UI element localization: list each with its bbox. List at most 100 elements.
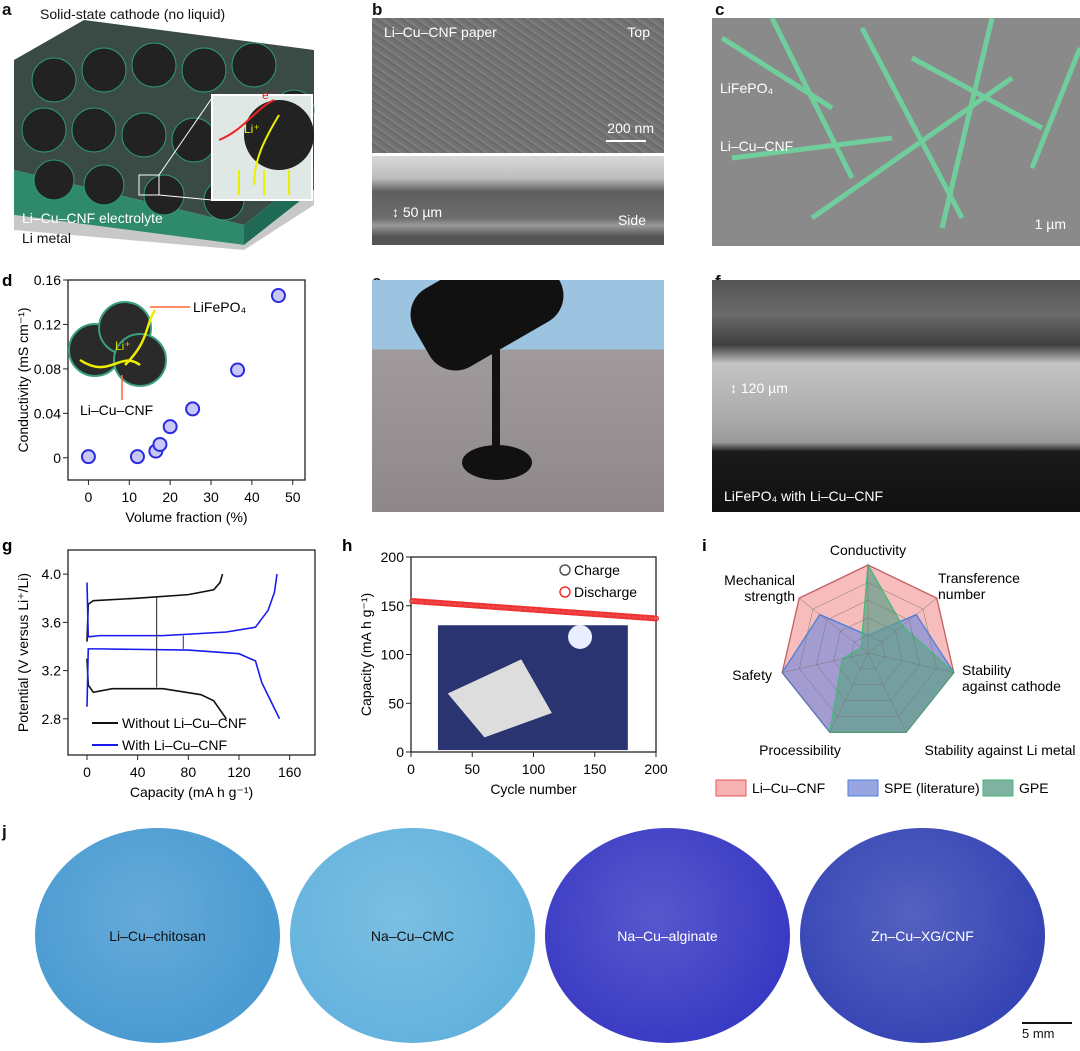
legend-label: SPE (literature) (884, 780, 980, 796)
sem-top-image: Li–Cu–CNF paper Top 200 nm (372, 18, 664, 153)
cathode-title: Solid-state cathode (no liquid) (40, 6, 226, 22)
membrane-disc: Zn–Cu–XG/CNF (800, 828, 1045, 1043)
y-tick-label: 150 (381, 598, 405, 614)
y-tick-label: 200 (381, 549, 405, 565)
y-tick-label: 0.16 (34, 272, 61, 288)
radar-axis-label: number (938, 586, 986, 602)
y-axis-label: Conductivity (mS cm⁻¹) (15, 307, 31, 452)
membrane-disc: Na–Cu–alginate (545, 828, 790, 1043)
chart-g: g 0 40 80 120 160 2.8 3.2 3.6 4.0 Capacity (mA h g… (2, 536, 316, 800)
radar-axis-label: Transference (938, 570, 1020, 586)
panel-label-c: c (715, 0, 725, 19)
y-tick-label: 0.08 (34, 361, 61, 377)
y-axis-label: Potential (V versus Li⁺/Li) (15, 573, 31, 732)
data-point (230, 362, 246, 378)
x-tick-label: 50 (285, 489, 301, 505)
disc-label: Zn–Cu–XG/CNF (871, 927, 974, 944)
x-tick-label: 20 (162, 489, 178, 505)
radar-axis-label: strength (744, 588, 795, 604)
slurry-photo (372, 280, 664, 512)
y-tick-label: 100 (381, 647, 405, 663)
radar-grid (799, 582, 937, 717)
plot-frame (67, 279, 306, 481)
x-axis-label: Capacity (mA h g⁻¹) (130, 784, 253, 800)
y-tick-label: 50 (388, 695, 404, 711)
fibre-overlay (720, 18, 1080, 229)
lfp-annotation: LiFePO₄ (193, 299, 246, 315)
radar-axis-label: Processibility (759, 742, 841, 758)
x-tick-label: 120 (227, 764, 251, 780)
legend-label: GPE (1019, 780, 1049, 796)
y-tick-label: 3.2 (42, 663, 62, 679)
y-tick-label: 3.6 (42, 614, 62, 630)
panel-label-a: a (2, 0, 12, 19)
radar-spoke (867, 652, 954, 673)
membrane-disc: Na–Cu–CMC (290, 828, 535, 1043)
legend-swatch (715, 779, 747, 797)
thickness-label: ↕ 50 µm (392, 204, 443, 220)
data-point (270, 288, 286, 304)
x-tick-label: 160 (278, 764, 302, 780)
chart-h: h 0 50 100 150 200 0 50 100 150 200 Cycle number Cap… (342, 536, 668, 797)
sem-caption: LiFePO₄ with Li–Cu–CNF (724, 488, 883, 504)
bottle (399, 280, 575, 382)
discharge-point (653, 615, 659, 622)
disc-label: Li–Cu–chitosan (109, 927, 206, 944)
radar-grid (816, 599, 920, 701)
lfp-particle-icon (113, 333, 167, 387)
li-ion-label: Li⁺ (115, 339, 131, 353)
y-tick-label: 2.8 (42, 711, 62, 727)
scale-bar-5mm: 5 mm (1022, 1026, 1055, 1041)
radar-spoke (799, 597, 869, 654)
data-point (80, 449, 96, 465)
y-axis-label: Capacity (mA h g⁻¹) (358, 593, 374, 716)
legend-label: Without Li–Cu–CNF (122, 715, 247, 731)
y-tick-label: 4.0 (42, 566, 62, 582)
curve-0 (86, 658, 227, 720)
x-tick-label: 100 (522, 761, 546, 777)
panel-label: i (702, 536, 707, 555)
radar-axis-label: against cathode (962, 678, 1061, 694)
legend-label: With Li–Cu–CNF (122, 737, 227, 753)
cnf-annotation: Li–Cu–CNF (80, 402, 153, 418)
panel-label: g (2, 536, 12, 555)
radar-axis-label: Stability against Li metal (925, 742, 1076, 758)
x-axis-label: Volume fraction (%) (125, 509, 247, 525)
x-tick-label: 30 (203, 489, 219, 505)
li-metal-label: Li metal (22, 230, 72, 246)
radar-spoke (867, 652, 907, 733)
x-tick-label: 150 (583, 761, 607, 777)
x-tick-label: 50 (464, 761, 480, 777)
scale-bar-200nm: 200 nm (607, 120, 654, 136)
sem-lfp-cnf-image: LiFePO₄ Li–Cu–CNF 1 µm (712, 18, 1080, 246)
scale-bar-1um: 1 µm (1034, 216, 1066, 232)
lfp-label: LiFePO₄ (720, 80, 774, 96)
curve-1 (86, 648, 281, 720)
sem-side-tag: Side (617, 212, 646, 228)
paper-battery (447, 659, 552, 738)
sem-cathode-cross-section: ↕ 120 µm LiFePO₄ with Li–Cu–CNF (712, 280, 1080, 512)
x-tick-label: 200 (644, 761, 668, 777)
radar-spoke (782, 652, 869, 673)
legend-swatch (847, 779, 879, 797)
data-point (185, 401, 201, 417)
radar-axis-label: Conductivity (830, 542, 906, 558)
data-point (152, 436, 168, 452)
curve-1 (86, 574, 278, 638)
membrane-disc: Li–Cu–chitosan (35, 828, 280, 1043)
x-tick-label: 10 (122, 489, 138, 505)
electrolyte-label: Li–Cu–CNF electrolyte (22, 210, 163, 226)
panel-label-j: j (2, 822, 7, 841)
cathode-schematic-drawing (14, 20, 315, 250)
sem-side-image: ↕ 50 µm Side (372, 156, 664, 245)
led-glow (568, 624, 593, 649)
scale-bar-line (606, 140, 646, 142)
sem-top-tag: Top (627, 24, 650, 40)
legend-marker (559, 586, 571, 598)
legend-label: Charge (574, 562, 620, 578)
plot-frame (67, 549, 316, 756)
y-tick-label: 0 (396, 744, 404, 760)
y-tick-label: 0 (53, 450, 61, 466)
x-tick-label: 0 (407, 761, 415, 777)
